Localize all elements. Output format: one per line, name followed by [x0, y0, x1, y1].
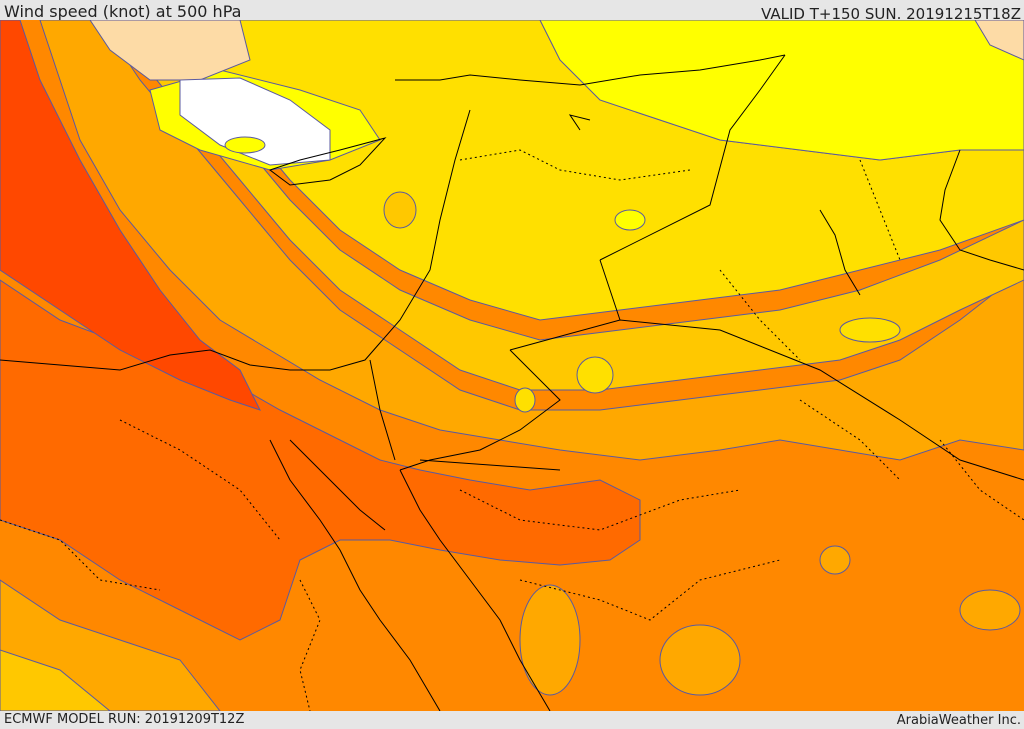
header-bar: Wind speed (knot) at 500 hPa VALID T+150…	[0, 0, 1024, 23]
pocket-7	[383, 191, 417, 229]
band-low	[539, 20, 1024, 161]
band-moderate-sw	[0, 649, 111, 711]
pocket-1	[614, 209, 646, 231]
pocket-10	[839, 317, 901, 343]
valid-time: VALID T+150 SUN. 20191215T18Z	[761, 5, 1021, 23]
borders	[369, 54, 1024, 481]
pocket-5	[519, 584, 581, 696]
band-moderate	[99, 20, 1024, 391]
pocket-8	[224, 136, 266, 154]
footer-bar: ECMWF MODEL RUN: 20191209T12Z ArabiaWeat…	[0, 711, 1024, 729]
band-very-low	[179, 77, 331, 166]
model-run: ECMWF MODEL RUN: 20191209T12Z	[4, 712, 245, 727]
wind-speed-map	[0, 20, 1024, 711]
credit: ArabiaWeather Inc.	[896, 713, 1021, 728]
pocket-4	[819, 545, 851, 575]
pocket-6	[659, 624, 741, 696]
pocket-3	[514, 387, 536, 413]
pocket-2	[576, 356, 614, 394]
internal-borders	[0, 149, 1024, 711]
band-peach-ne	[974, 20, 1024, 61]
map-title: Wind speed (knot) at 500 hPa	[4, 2, 242, 21]
band-extreme	[0, 20, 261, 411]
pocket-9	[959, 589, 1021, 631]
coastlines	[0, 54, 1024, 711]
